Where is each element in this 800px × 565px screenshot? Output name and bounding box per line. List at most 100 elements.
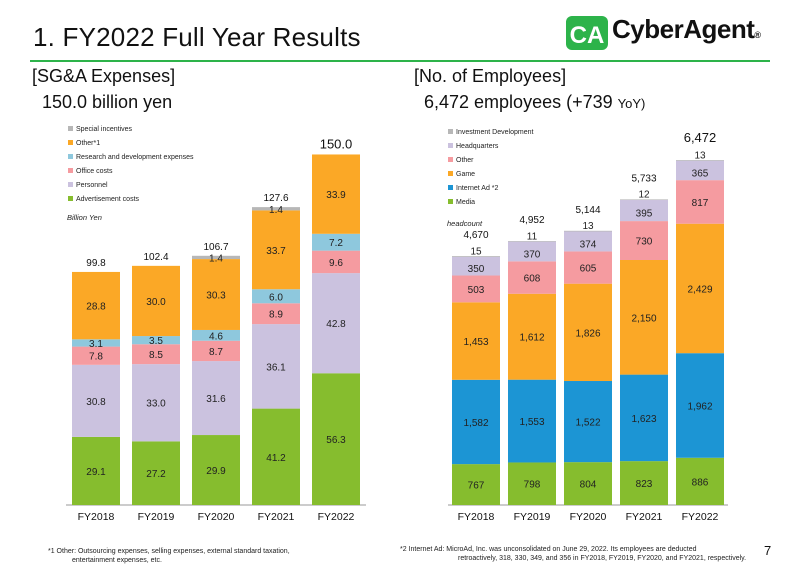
- bar-advertisement-costs-fy2021: [252, 408, 300, 505]
- bar-research-and-development-expenses-fy2022: [312, 233, 360, 251]
- employees-chart: Investment Development Headquarters Other G…: [447, 129, 728, 523]
- data-label-investment-development-fy2020: 13: [582, 221, 594, 232]
- bar-research-and-development-expenses-fy2020: [192, 329, 240, 341]
- data-label-internet-ad-2-fy2021: 1,623: [631, 414, 656, 425]
- bar-internet-ad-2-fy2022: [676, 353, 724, 458]
- data-label-game-fy2022: 2,429: [687, 284, 712, 295]
- employees-subheading-main: 6,472 employees (+739: [424, 92, 613, 112]
- employees-subheading: 6,472 employees (+739 YoY): [424, 92, 645, 113]
- data-label-personnel-fy2020: 31.6: [206, 394, 226, 405]
- sga-footnote: *1 Other: Outsourcing expenses, selling …: [48, 547, 290, 565]
- bar-media-fy2021: [620, 461, 668, 505]
- unit-label: Billion Yen: [67, 213, 102, 222]
- bar-game-fy2019: [508, 293, 556, 380]
- data-label-media-fy2019: 798: [524, 480, 541, 491]
- bar-other-fy2019: [508, 261, 556, 294]
- data-label-advertisement-costs-fy2018: 29.1: [86, 467, 106, 478]
- total-label-fy2022: 150.0: [320, 136, 353, 151]
- logo-mark: CA: [570, 22, 605, 49]
- data-label-media-fy2022: 886: [692, 477, 709, 488]
- data-label-office-costs-fy2022: 9.6: [329, 258, 343, 269]
- bar-other-fy2020: [564, 251, 612, 284]
- logo-text: CyberAgent®: [612, 14, 761, 45]
- data-label-office-costs-fy2021: 8.9: [269, 310, 283, 321]
- data-label-other-fy2019: 608: [524, 274, 541, 285]
- bar-personnel-fy2021: [252, 324, 300, 409]
- sga-heading: [SG&A Expenses]: [32, 66, 176, 86]
- data-label-media-fy2018: 767: [468, 481, 485, 492]
- employees-heading: [No. of Employees]: [414, 66, 567, 86]
- bar-headquarters-fy2018: [452, 256, 500, 276]
- bar-internet-ad-2-fy2021: [620, 374, 668, 462]
- total-label-fy2018: 4,670: [463, 230, 488, 241]
- legend-swatch-advertisement-costs: [68, 196, 73, 201]
- x-tick-fy2020: FY2020: [570, 511, 607, 523]
- bar-internet-ad-2-fy2019: [508, 379, 556, 463]
- legend-label-investment-development: Investment Development: [456, 129, 533, 136]
- bar-other-1-fy2022: [312, 154, 360, 234]
- bar-media-fy2022: [676, 457, 724, 505]
- logo-registered: ®: [754, 30, 761, 40]
- data-label-internet-ad-2-fy2022: 1,962: [687, 401, 712, 412]
- bar-other-1-fy2021: [252, 210, 300, 290]
- bar-investment-development-fy2021: [620, 199, 668, 201]
- bar-media-fy2018: [452, 464, 500, 505]
- legend-swatch-media: [448, 199, 453, 204]
- x-tick-fy2021: FY2021: [258, 511, 295, 523]
- legend-swatch-game: [448, 171, 453, 176]
- legend-label-other-1: Other*1: [76, 140, 100, 147]
- bar-personnel-fy2020: [192, 361, 240, 436]
- x-tick-fy2021: FY2021: [626, 511, 663, 523]
- bar-personnel-fy2022: [312, 273, 360, 374]
- bar-personnel-fy2018: [72, 364, 120, 437]
- bar-research-and-development-expenses-fy2019: [132, 336, 180, 345]
- legend-label-internet-ad-2: Internet Ad *2: [456, 185, 499, 192]
- bar-special-incentives-fy2021: [252, 207, 300, 211]
- sga-expenses-chart: Special incentives Other*1 Research and de…: [66, 126, 366, 523]
- data-label-headquarters-fy2022: 365: [692, 168, 709, 179]
- legend-label-office-costs: Office costs: [76, 168, 113, 175]
- legend-swatch-research-and-development-expenses: [68, 154, 73, 159]
- bar-other-1-fy2018: [72, 271, 120, 340]
- legend-label-media: Media: [456, 199, 475, 206]
- data-label-headquarters-fy2020: 374: [580, 239, 597, 250]
- data-label-game-fy2018: 1,453: [463, 337, 488, 348]
- bar-office-costs-fy2020: [192, 340, 240, 362]
- data-label-other-1-fy2018: 28.8: [86, 302, 106, 313]
- data-label-office-costs-fy2018: 7.8: [89, 352, 103, 363]
- bar-other-fy2022: [676, 180, 724, 224]
- legend-label-game: Game: [456, 171, 475, 178]
- data-label-internet-ad-2-fy2020: 1,522: [575, 418, 600, 429]
- data-label-office-costs-fy2020: 8.7: [209, 347, 223, 358]
- bar-other-1-fy2019: [132, 265, 180, 337]
- bar-office-costs-fy2018: [72, 346, 120, 365]
- logo-wordmark: CyberAgent: [612, 14, 755, 44]
- bar-research-and-development-expenses-fy2018: [72, 339, 120, 347]
- bar-other-fy2021: [620, 221, 668, 261]
- data-label-internet-ad-2-fy2018: 1,582: [463, 418, 488, 429]
- data-label-game-fy2019: 1,612: [519, 333, 544, 344]
- bar-headquarters-fy2022: [676, 160, 724, 181]
- bar-game-fy2018: [452, 302, 500, 380]
- data-label-other-1-fy2022: 33.9: [326, 190, 346, 201]
- data-label-internet-ad-2-fy2019: 1,553: [519, 417, 544, 428]
- legend-label-headquarters: Headquarters: [456, 143, 499, 150]
- data-label-personnel-fy2018: 30.8: [86, 397, 106, 408]
- legend-label-special-incentives: Special incentives: [76, 126, 133, 133]
- data-label-investment-development-fy2022: 13: [694, 150, 706, 161]
- bar-office-costs-fy2021: [252, 303, 300, 325]
- title-underline: [30, 60, 770, 62]
- data-label-other-fy2022: 817: [692, 198, 709, 209]
- x-tick-fy2018: FY2018: [78, 511, 115, 523]
- data-label-special-incentives-fy2021: 1.4: [269, 205, 283, 216]
- legend-swatch-headquarters: [448, 143, 453, 148]
- x-tick-fy2022: FY2022: [682, 511, 719, 523]
- page-title: 1. FY2022 Full Year Results: [33, 22, 361, 52]
- total-label-fy2019: 102.4: [143, 252, 168, 263]
- unit-label: headcount: [447, 219, 483, 228]
- x-tick-fy2019: FY2019: [138, 511, 175, 523]
- data-label-headquarters-fy2019: 370: [524, 249, 541, 260]
- bar-headquarters-fy2019: [508, 241, 556, 262]
- total-label-fy2019: 4,952: [519, 215, 544, 226]
- data-label-headquarters-fy2018: 350: [468, 264, 485, 275]
